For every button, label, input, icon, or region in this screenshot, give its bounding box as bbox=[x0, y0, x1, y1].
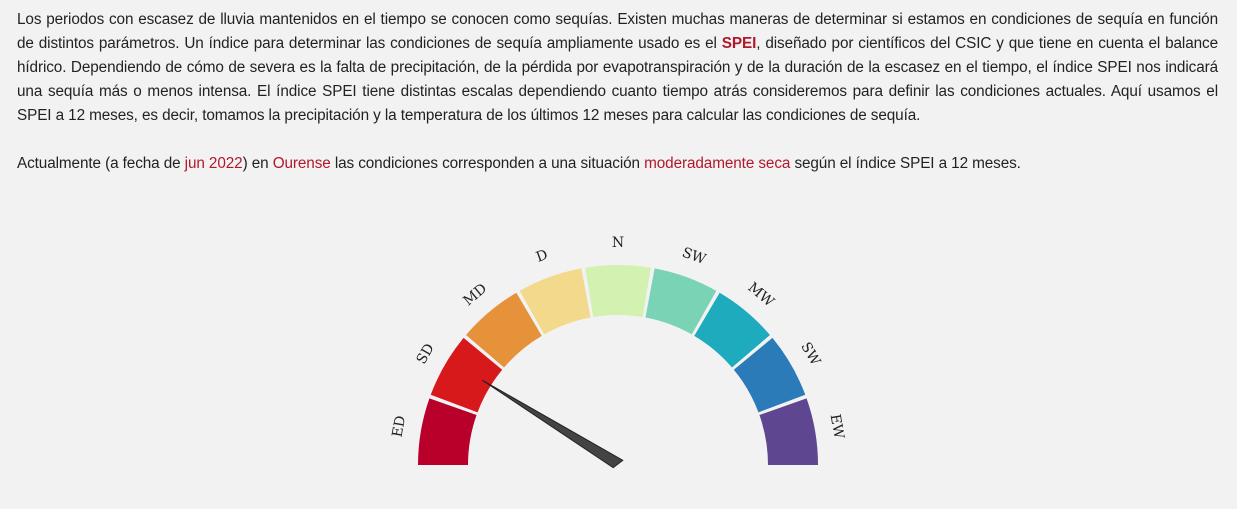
gauge-segments bbox=[418, 265, 818, 465]
gauge-label-d: D bbox=[534, 247, 550, 266]
current-mid-2: las condiciones corresponden a una situa… bbox=[330, 155, 645, 172]
current-condition: moderadamente seca bbox=[644, 155, 791, 172]
gauge-label-ed: ED bbox=[390, 414, 409, 438]
article-content: Los periodos con escasez de lluvia mante… bbox=[17, 8, 1218, 176]
current-condition-paragraph: Actualmente (a fecha de jun 2022) en Our… bbox=[17, 152, 1218, 176]
gauge-label-sw: SW bbox=[797, 340, 823, 369]
gauge-segment-sd bbox=[430, 337, 503, 413]
gauge-needle bbox=[482, 379, 624, 469]
spei-link[interactable]: SPEI bbox=[721, 35, 757, 52]
gauge-label-md: MD bbox=[460, 281, 490, 310]
gauge-label-n: N bbox=[612, 235, 624, 251]
gauge-label-ew: EW bbox=[827, 413, 847, 441]
gauge-segment-ew bbox=[759, 398, 818, 465]
gauge-segment-d bbox=[519, 268, 591, 335]
spei-description-paragraph: Los periodos con escasez de lluvia mante… bbox=[17, 8, 1218, 128]
current-prefix: Actualmente (a fecha de bbox=[17, 155, 185, 172]
current-suffix: según el índice SPEI a 12 meses. bbox=[790, 155, 1021, 172]
gauge-segment-n bbox=[585, 265, 651, 318]
current-date: jun 2022 bbox=[184, 155, 243, 172]
gauge-label-sw: SW bbox=[680, 245, 709, 268]
intro-text-part-1: Los periodos con escasez de lluvia mante… bbox=[17, 11, 1218, 52]
gauge-segment-sw bbox=[733, 337, 806, 413]
gauge-segment-mw bbox=[694, 292, 770, 368]
intro-text-part-2: , diseñado por científicos del CSIC y qu… bbox=[17, 35, 1218, 124]
current-mid-1: ) en bbox=[242, 155, 273, 172]
gauge-segment-md bbox=[466, 292, 542, 368]
gauge-segment-ed bbox=[418, 398, 477, 465]
gauge-label-mw: MW bbox=[745, 280, 778, 311]
current-place: Ourense bbox=[272, 155, 331, 172]
gauge-label-sd: SD bbox=[414, 341, 438, 367]
gauge-segment-sw bbox=[645, 268, 717, 335]
